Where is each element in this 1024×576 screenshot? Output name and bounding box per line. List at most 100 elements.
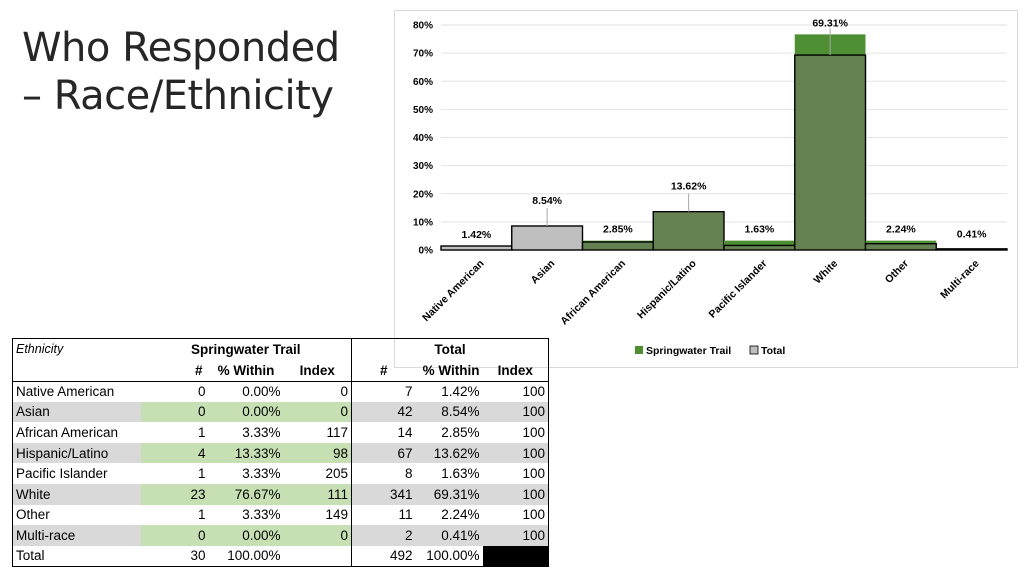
cell-t-within: 13.62% [415,442,483,464]
bar-overlap [794,55,866,250]
cell-t-count: 11 [398,507,413,523]
data-label: 13.62% [671,181,707,193]
table-row: Asian 0 0.00% 0 42 8.54% 100 [12,401,549,423]
cell-total-t-within: 100.00% [426,548,480,564]
bar-overlap [582,241,654,250]
category-label: Native American [420,258,486,324]
cell-t-index: 100 [522,425,545,441]
cell-sw-index: 111 [283,484,352,505]
y-tick-label: 0% [419,246,434,257]
cell-total-label: Total [16,548,45,564]
cell-ethnicity: Native American [16,384,115,400]
y-tick-label: 60% [413,77,433,88]
bar-total-outline [935,248,1008,251]
category-label: Asian [529,258,558,287]
cell-sw-index: 0 [283,401,352,423]
data-label: 0.41% [957,228,987,240]
cell-sw-index: 98 [283,442,352,464]
cell-sw-index: 205 [283,463,352,485]
data-label: 1.42% [461,229,491,241]
table-total-row: Total 30 100.00% 492 100.00% [13,545,549,567]
bar-overlap [724,245,795,250]
cell-ethnicity: Multi-race [12,525,141,546]
cell-t-index: 100 [482,401,549,423]
bar-overlap [653,212,724,250]
category-label: African American [558,258,628,328]
cell-t-within: 8.54% [415,401,483,423]
bar-springwater [865,240,937,244]
cell-ethnicity: Asian [12,401,141,423]
cell-sw-within: 13.33% [208,442,284,464]
cell-t-index: 100 [522,384,545,400]
header-sw-index: Index [283,360,352,382]
legend-label: Springwater Trail [646,345,731,357]
legend-swatch [635,346,643,354]
table-row: Native American 0 0.00% 0 7 1.42% 100 [13,381,549,402]
table-row: Hispanic/Latino 4 13.33% 98 67 13.62% 100 [12,442,549,464]
legend-swatch [749,345,759,355]
cell-ethnicity: Hispanic/Latino [12,442,141,464]
header-t-within: % Within [415,360,483,382]
table-header-row-1: Ethnicity Springwater Trail Total [13,338,549,361]
cell-sw-index: 149 [283,504,352,526]
cell-t-count: 8 [404,466,413,482]
cell-sw-count: 0 [140,401,209,423]
cell-t-count: 42 [351,401,416,423]
data-label: 2.24% [886,224,916,236]
table-row: African American 1 3.33% 117 14 2.85% 100 [13,422,549,443]
category-label: Other [883,258,911,286]
cell-t-within: 69.31% [415,484,483,505]
cell-t-index: 100 [522,466,545,482]
y-tick-label: 80% [413,21,433,32]
cell-t-count: 7 [404,384,413,400]
cell-t-within: 0.41% [415,525,483,546]
bar-chart-panel: 0% 10% 20% 30% 40% 50% 60% 70% 80% 1.42% Native Am… [394,10,1018,368]
cell-t-index: 100 [482,442,549,464]
bar-springwater [724,240,795,246]
cell-sw-count: 0 [197,384,206,400]
header-ethnicity: Ethnicity [16,342,64,357]
cell-total-t-count: 492 [389,548,413,564]
cell-total-sw-within: 100.00% [227,548,281,564]
bar-total [511,225,583,250]
cell-sw-count: 0 [140,525,209,546]
cell-t-count: 67 [351,442,416,464]
header-t-count: # [351,360,416,382]
cell-sw-index: 0 [283,525,352,546]
header-group-total: Total [434,342,466,358]
table-row: Multi-race 0 0.00% 0 2 0.41% 100 [12,525,549,546]
header-sw-within: % Within [208,360,284,382]
cell-ethnicity: White [12,484,141,505]
cell-sw-within: 3.33% [242,507,281,523]
cell-sw-within: 0.00% [208,401,284,423]
cell-sw-count: 1 [197,507,206,523]
legend-label: Total [761,345,785,357]
data-label: 69.31% [812,17,848,29]
bar-overlap [865,243,937,250]
cell-total-t-index [482,545,549,567]
cell-sw-within: 0.00% [242,384,281,400]
table-row: Pacific Islander 1 3.33% 205 8 1.63% 100 [13,463,549,485]
y-tick-label: 10% [413,217,433,228]
y-tick-label: 20% [413,189,433,200]
cell-total-sw-index [283,545,352,567]
cell-t-count: 341 [351,484,416,505]
data-label: 8.54% [532,195,562,207]
slide-title-line-1: Who Responded [22,25,340,71]
y-tick-label: 70% [413,49,433,60]
cell-t-count: 2 [351,525,416,546]
y-tick-label: 30% [413,161,433,172]
cell-t-within: 2.24% [441,507,480,523]
slide-title: Who Responded – Race/Ethnicity [22,24,382,120]
ethnicity-table: Ethnicity Springwater Trail Total # % Wi… [12,338,549,567]
y-tick-label: 40% [413,133,433,144]
cell-total-sw-count: 30 [190,548,206,564]
bar-total [441,246,512,250]
cell-ethnicity: Other [16,507,50,523]
cell-sw-count: 1 [197,425,206,441]
bar-chart: 0% 10% 20% 30% 40% 50% 60% 70% 80% 1.42% Native Am… [413,17,1008,357]
cell-t-index: 100 [482,525,549,546]
bar-total-outline [864,242,937,251]
cell-sw-within: 0.00% [208,525,284,546]
cell-sw-within: 76.67% [208,484,284,505]
